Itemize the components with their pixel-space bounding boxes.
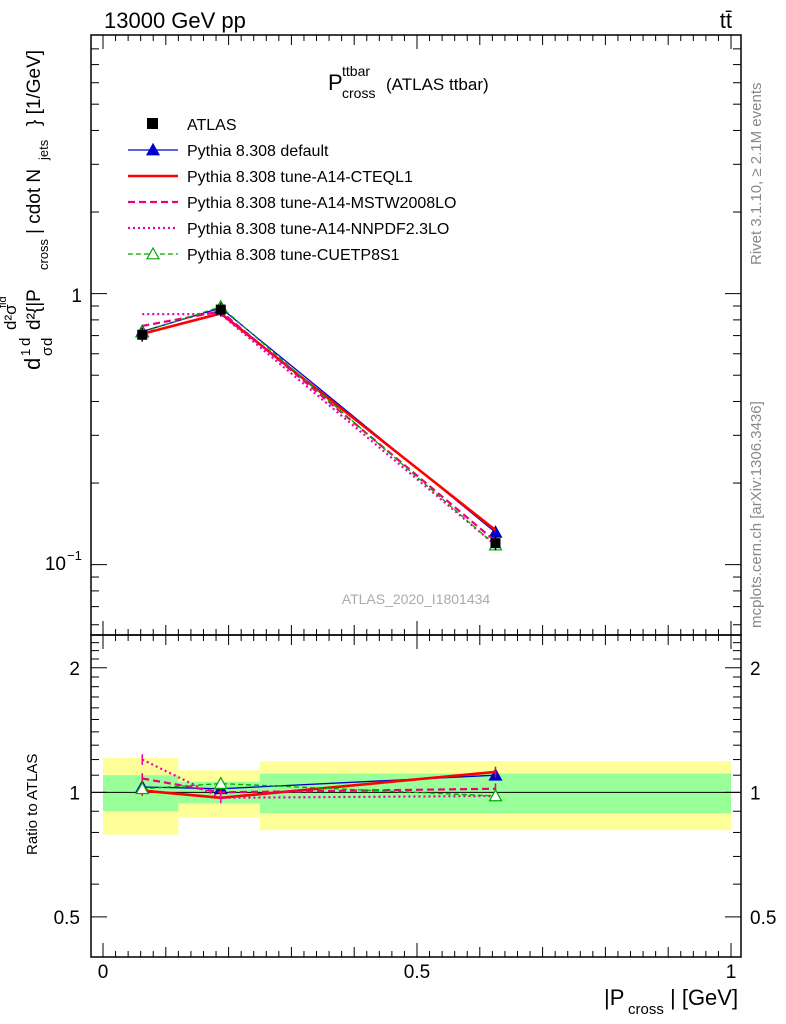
rivet-label: Rivet 3.1.10, ≥ 2.1M events bbox=[748, 83, 765, 266]
mcplots-label: mcplots.cern.ch [arXiv:1306.3436] bbox=[748, 401, 765, 628]
svg-text:d²{|P: d²{|P bbox=[24, 289, 45, 330]
y-axis-label-ratio: Ratio to ATLAS bbox=[24, 754, 41, 855]
ratio-marker-cuetp8s1 bbox=[135, 781, 150, 795]
legend-marker-data bbox=[147, 118, 158, 129]
svg-text:} [1/GeV]: } [1/GeV] bbox=[24, 50, 45, 126]
ratio-line-cuetp8s1 bbox=[142, 782, 496, 797]
plot-title: P ttbar cross (ATLAS ttbar) bbox=[328, 63, 489, 101]
svg-text:10: 10 bbox=[45, 554, 66, 575]
y-tick-label-ratio-right: 0.5 bbox=[750, 908, 776, 929]
svg-text:1: 1 bbox=[18, 349, 33, 356]
ratio-frame bbox=[90, 634, 742, 958]
y-tick-label-ratio-left: 2 bbox=[69, 659, 80, 680]
y-tick-label-ratio-right: 2 bbox=[750, 659, 761, 680]
legend-marker-default bbox=[145, 142, 161, 156]
svg-text:cross: cross bbox=[36, 238, 51, 270]
legend-label: ATLAS bbox=[187, 117, 237, 134]
x-tick-label: 1 bbox=[726, 962, 737, 983]
data-point bbox=[137, 329, 148, 340]
series-line-cuetp8s1 bbox=[142, 305, 496, 546]
svg-text:σ: σ bbox=[39, 346, 56, 356]
data-point bbox=[490, 538, 501, 549]
process-label: tt̄ bbox=[720, 8, 732, 33]
svg-text:(ATLAS ttbar): (ATLAS ttbar) bbox=[386, 75, 489, 94]
svg-text:fid: fid bbox=[0, 296, 9, 308]
svg-text:−1: −1 bbox=[67, 548, 82, 563]
series-line-mstw bbox=[142, 310, 497, 543]
legend-label: Pythia 8.308 tune-A14-MSTW2008LO bbox=[187, 195, 456, 212]
ratio-panel bbox=[91, 754, 741, 835]
main-panel bbox=[135, 299, 503, 551]
y-tick-1: 1 bbox=[71, 286, 82, 307]
series-line-default bbox=[142, 307, 496, 533]
svg-text:|P: |P bbox=[604, 985, 624, 1010]
y-tick-label-ratio-left: 1 bbox=[69, 783, 80, 804]
legend-label: Pythia 8.308 tune-CUETP8S1 bbox=[187, 247, 400, 264]
svg-text:cross: cross bbox=[628, 1001, 664, 1018]
energy-label: 13000 GeV pp bbox=[104, 8, 246, 33]
svg-text:d: d bbox=[17, 338, 34, 346]
y-tick-label-ratio-right: 1 bbox=[750, 783, 761, 804]
y-tick-0.1: 10 −1 bbox=[45, 548, 82, 575]
svg-text:d²σ: d²σ bbox=[1, 304, 20, 330]
svg-text:ttbar: ttbar bbox=[342, 63, 370, 79]
legend: ATLAS Pythia 8.308 default Pythia 8.308 tu… bbox=[128, 117, 456, 264]
svg-text:P: P bbox=[328, 70, 343, 95]
svg-text:jets: jets bbox=[36, 139, 51, 161]
x-tick-label: 0 bbox=[98, 962, 109, 983]
x-axis-label: |P cross | [GeV] bbox=[604, 985, 738, 1018]
svg-text:d: d bbox=[39, 338, 56, 346]
svg-text:| cdot N: | cdot N bbox=[24, 169, 45, 234]
legend-label: Pythia 8.308 default bbox=[187, 143, 329, 160]
svg-text:| [GeV]: | [GeV] bbox=[670, 985, 738, 1010]
ratio-line-nnpdf bbox=[141, 758, 496, 799]
series-line-nnpdf bbox=[142, 313, 497, 546]
legend-label: Pythia 8.308 tune-A14-NNPDF2.3LO bbox=[187, 221, 449, 238]
data-point bbox=[215, 304, 226, 315]
y-axis-label-main: d 1 σ d d d²σ fid d²{|P cross | cdot N j… bbox=[0, 50, 56, 370]
analysis-id: ATLAS_2020_I1801434 bbox=[342, 591, 491, 607]
svg-text:cross: cross bbox=[342, 85, 375, 101]
legend-marker-cuetp8s1 bbox=[145, 246, 161, 260]
y-tick-label-ratio-left: 0.5 bbox=[54, 908, 80, 929]
legend-label: Pythia 8.308 tune-A14-CTEQL1 bbox=[187, 169, 413, 186]
ratio-marker-cuetp8s1 bbox=[213, 776, 228, 789]
svg-text:d: d bbox=[20, 358, 45, 370]
ratio-marker-cuetp8s1 bbox=[488, 788, 503, 802]
x-tick-label: 0.5 bbox=[404, 962, 430, 983]
